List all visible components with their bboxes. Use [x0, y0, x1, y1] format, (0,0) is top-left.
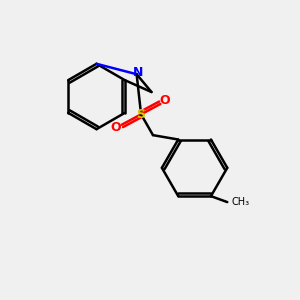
Text: O: O [160, 94, 170, 107]
Text: S: S [136, 108, 146, 121]
Text: N: N [133, 66, 143, 79]
Text: O: O [110, 121, 121, 134]
Text: CH₃: CH₃ [232, 197, 250, 207]
